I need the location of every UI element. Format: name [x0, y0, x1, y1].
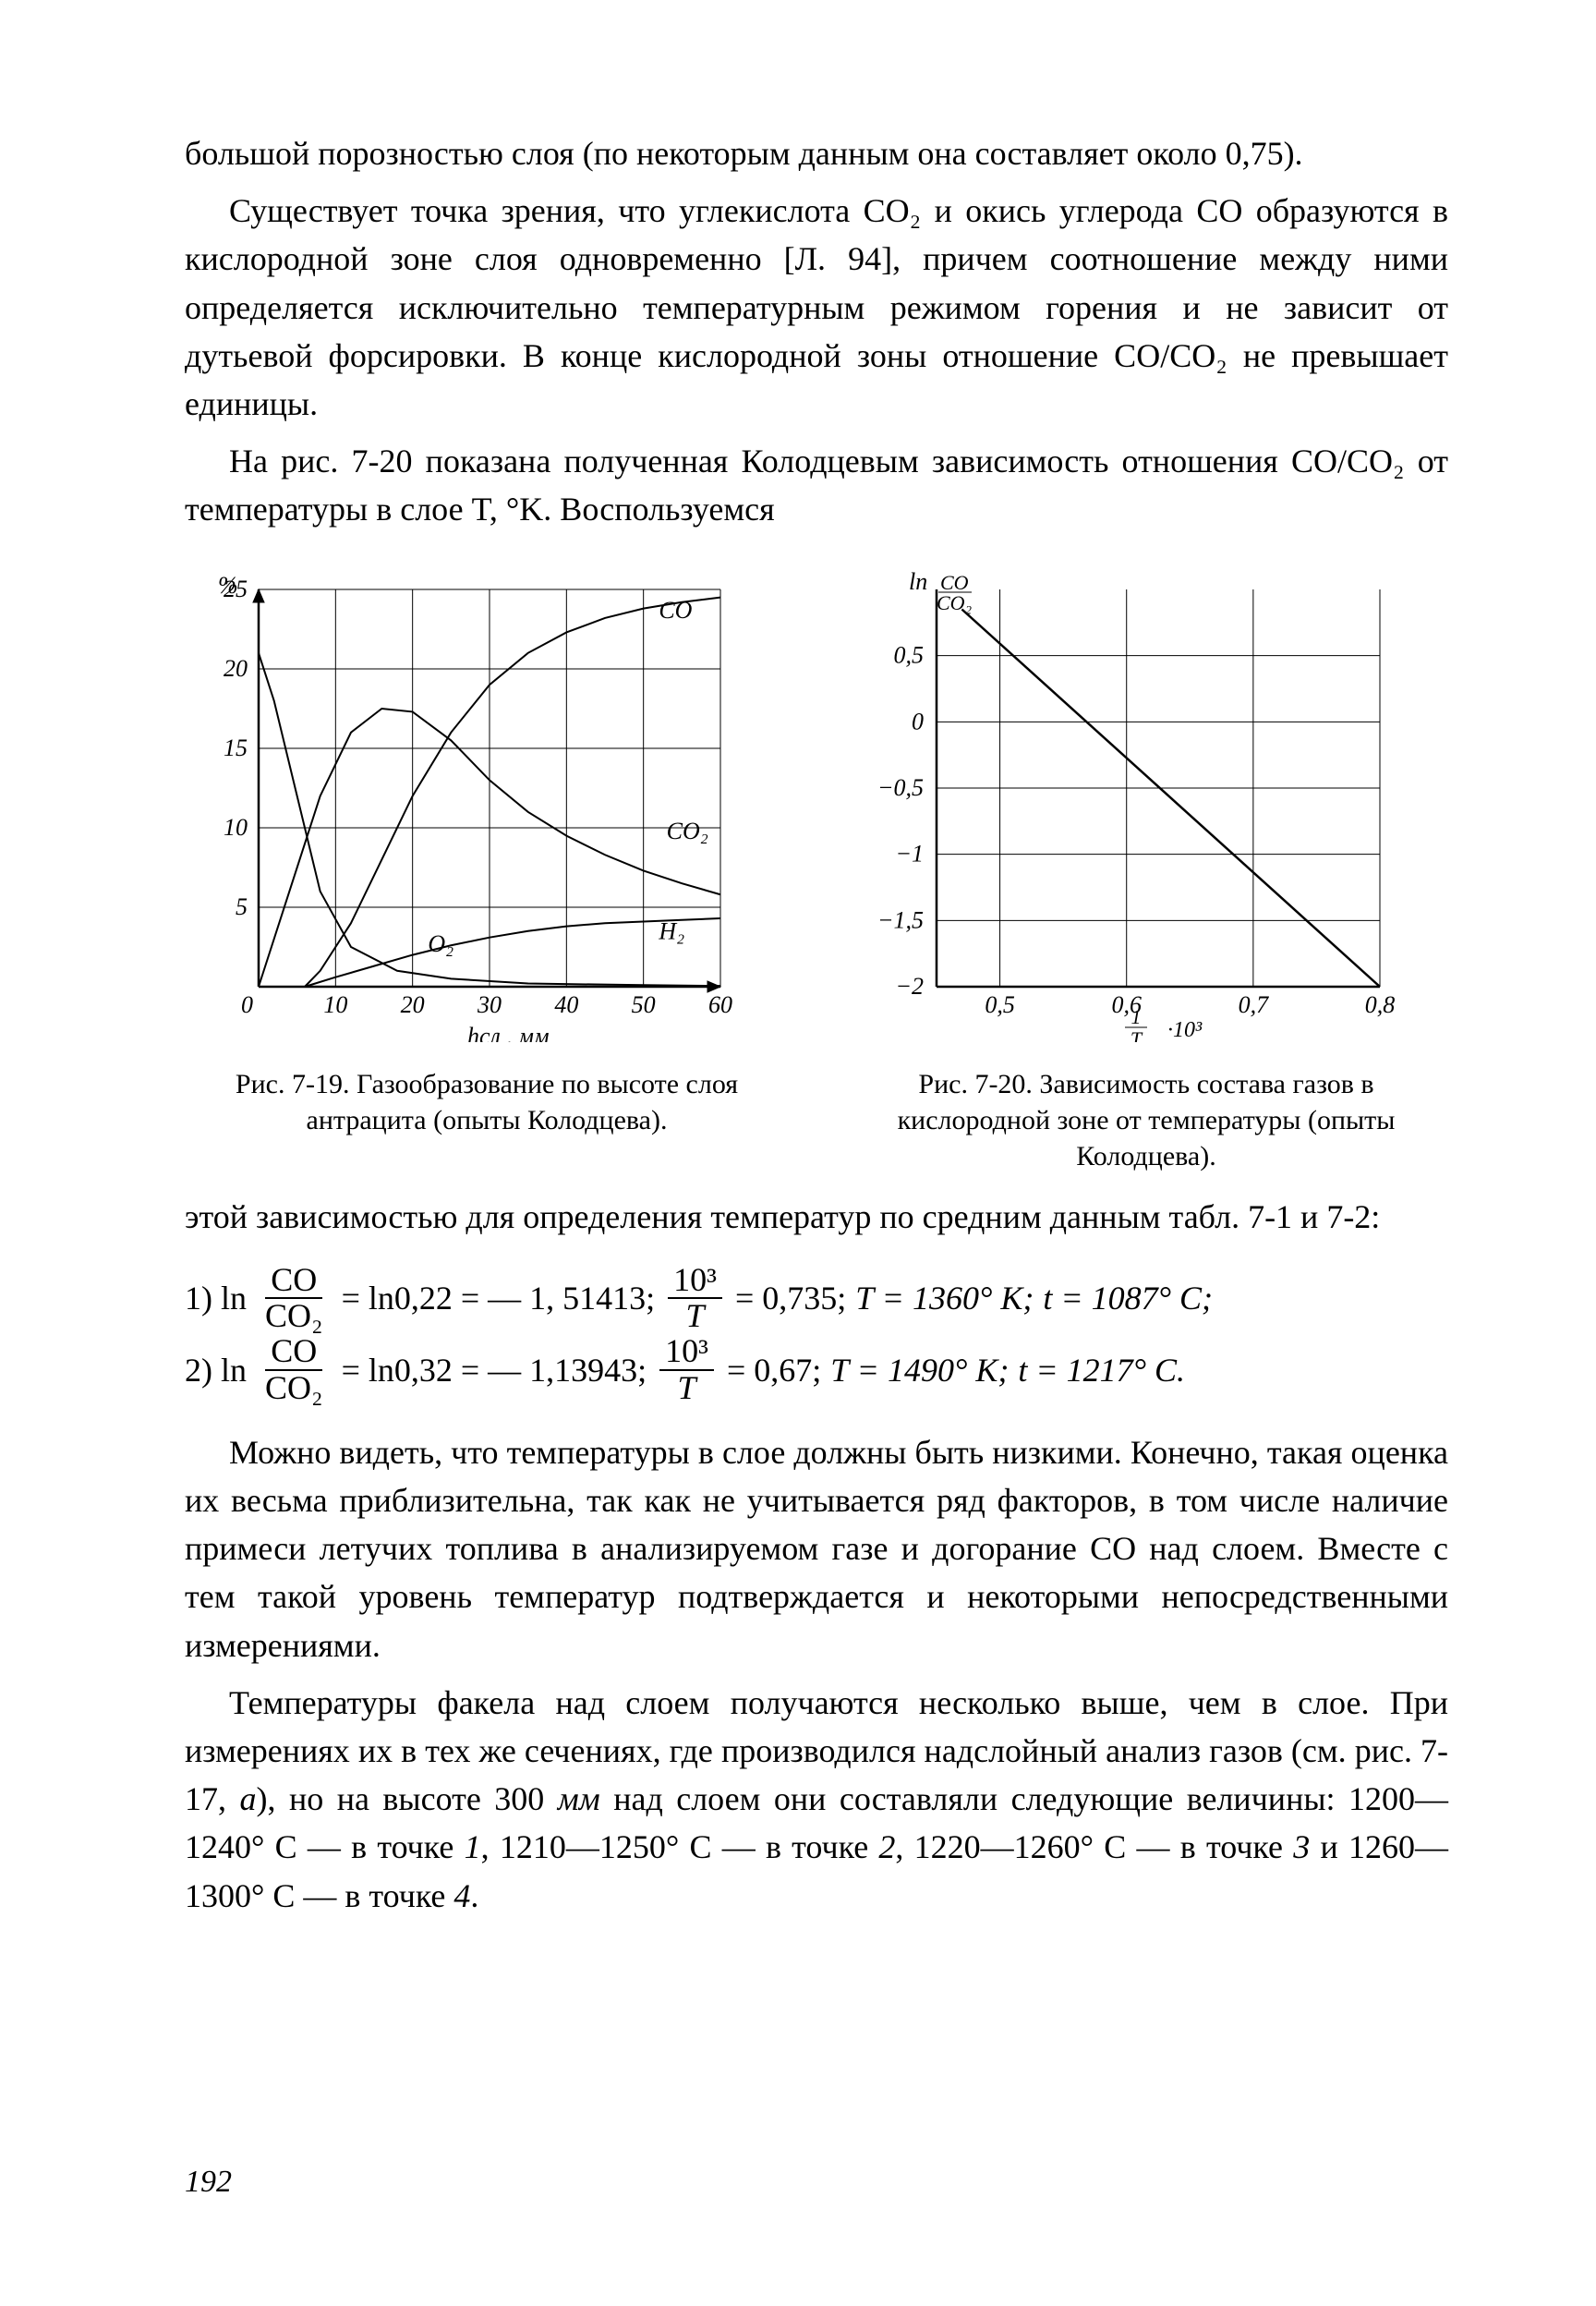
eq1-tval: t = 1087° C; — [1043, 1265, 1213, 1331]
frac-co-co2-2: CO CO₂ — [260, 1334, 329, 1406]
svg-text:T: T — [1130, 1027, 1143, 1042]
svg-text:20: 20 — [401, 991, 425, 1018]
page: большой порозностью слоя (по некоторым д… — [0, 0, 1596, 2306]
eq1-lead: 1) ln — [185, 1265, 247, 1331]
para-1: большой порозностью слоя (по некоторым д… — [185, 129, 1448, 177]
svg-text:CO₂: CO₂ — [667, 818, 708, 844]
svg-text:−2: −2 — [895, 973, 924, 1000]
svg-text:H₂: H₂ — [658, 917, 684, 944]
svg-text:0,5: 0,5 — [985, 991, 1015, 1018]
para-5: Можно видеть, что температуры в слое дол… — [185, 1428, 1448, 1669]
eq1-tail1: = 0,735; — [735, 1265, 846, 1331]
svg-text:0: 0 — [912, 708, 924, 734]
para-2: Существует точка зрения, что углекислота… — [185, 187, 1448, 428]
caption-7-20: Рис. 7-20. Зависимость состава газов в к… — [844, 1066, 1448, 1174]
svg-text:%: % — [218, 572, 238, 599]
para-6: Температуры факела над слоем получаются … — [185, 1679, 1448, 1920]
chart-7-19: 102030405060510152025%hсл , ммO₂CO₂COH₂0 — [185, 562, 739, 1042]
eq2-lead: 2) ln — [185, 1337, 247, 1403]
eq2-Tval: T = 1490° K; — [830, 1337, 1009, 1403]
para-3: На рис. 7-20 показана полученная Колодце… — [185, 437, 1448, 533]
svg-text:50: 50 — [632, 991, 656, 1018]
svg-text:10: 10 — [323, 991, 347, 1018]
caption-7-19: Рис. 7-19. Газообразование по высоте сло… — [185, 1066, 789, 1138]
frac-103-T-2: 10³ T — [659, 1334, 714, 1406]
svg-text:·10³: ·10³ — [1167, 1018, 1203, 1042]
frac-103-T-1: 10³ T — [668, 1263, 722, 1335]
eq2-mid: = ln0,32 = — 1,13943; — [342, 1337, 647, 1403]
svg-text:CO: CO — [659, 596, 692, 623]
equations: 1) ln CO CO₂ = ln0,22 = — 1, 51413; 10³ … — [185, 1263, 1448, 1406]
svg-text:0,5: 0,5 — [894, 641, 925, 668]
svg-text:20: 20 — [224, 655, 248, 682]
svg-text:hсл , мм: hсл , мм — [467, 1023, 550, 1042]
svg-text:0,8: 0,8 — [1365, 991, 1396, 1018]
eq2-tval: t = 1217° C. — [1018, 1337, 1185, 1403]
svg-text:10: 10 — [224, 814, 248, 841]
svg-text:ln: ln — [909, 568, 927, 595]
eq1-mid: = ln0,22 = — 1, 51413; — [342, 1265, 656, 1331]
svg-text:40: 40 — [554, 991, 578, 1018]
frac-co-co2-1: CO CO₂ — [260, 1263, 329, 1335]
svg-text:−1,5: −1,5 — [877, 906, 924, 933]
svg-text:1: 1 — [1131, 1005, 1142, 1028]
eq-2: 2) ln CO CO₂ = ln0,32 = — 1,13943; 10³ T… — [185, 1334, 1448, 1406]
svg-text:−1: −1 — [895, 840, 924, 867]
svg-text:30: 30 — [477, 991, 502, 1018]
eq-1: 1) ln CO CO₂ = ln0,22 = — 1, 51413; 10³ … — [185, 1263, 1448, 1335]
svg-text:5: 5 — [236, 893, 248, 920]
svg-text:0: 0 — [241, 991, 253, 1018]
figure-7-19: 102030405060510152025%hсл , ммO₂CO₂COH₂0… — [185, 562, 789, 1174]
figure-row: 102030405060510152025%hсл , ммO₂CO₂COH₂0… — [185, 562, 1448, 1174]
svg-text:−0,5: −0,5 — [877, 774, 924, 801]
svg-text:O₂: O₂ — [428, 930, 453, 957]
eq2-tail1: = 0,67; — [727, 1337, 821, 1403]
eq1-Tval: T = 1360° K; — [855, 1265, 1034, 1331]
svg-text:15: 15 — [224, 734, 248, 761]
chart-7-20: 0,50,60,70,8−2−1,5−1−0,500,5lnCOCO₂1T·10… — [844, 562, 1398, 1042]
svg-text:0,7: 0,7 — [1239, 991, 1270, 1018]
para-4: этой зависимостью для определения темпер… — [185, 1193, 1448, 1241]
figure-7-20: 0,50,60,70,8−2−1,5−1−0,500,5lnCOCO₂1T·10… — [844, 562, 1448, 1174]
svg-text:CO₂: CO₂ — [937, 591, 973, 614]
svg-text:60: 60 — [708, 991, 732, 1018]
page-number: 192 — [185, 2159, 232, 2204]
